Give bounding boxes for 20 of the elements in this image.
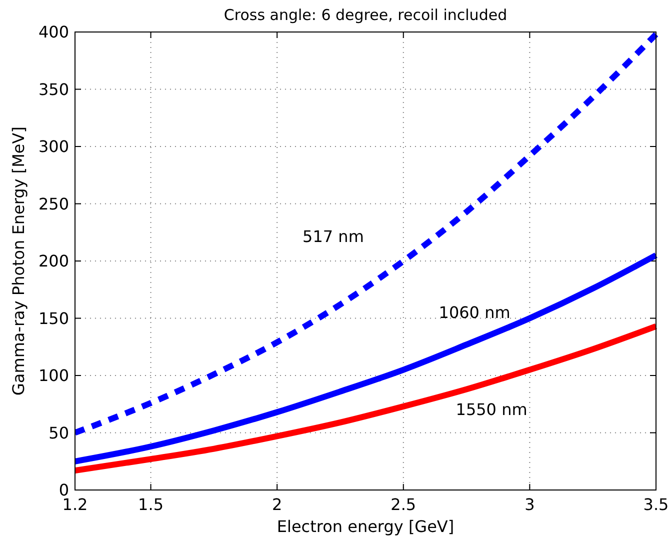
y-tick-label: 150 [38, 308, 69, 328]
x-axis-title: Electron energy [GeV] [276, 517, 454, 536]
x-tick-label: 1.2 [62, 495, 88, 514]
y-tick-label: 50 [48, 423, 69, 442]
y-tick-label: 100 [38, 366, 69, 386]
x-tick-label: 3 [524, 495, 535, 514]
y-tick-label: 350 [38, 80, 69, 99]
x-tick-label: 2 [272, 495, 282, 514]
y-tick-label: 400 [38, 22, 69, 42]
x-tick-label: 3.5 [643, 495, 669, 514]
x-tick-label: 2.5 [390, 495, 416, 514]
y-tick-label: 200 [38, 252, 69, 271]
y-tick-label: 300 [38, 137, 69, 156]
x-tick-label: 1.5 [138, 495, 164, 514]
series-label: 1060 nm [438, 303, 510, 322]
y-tick-label: 250 [38, 194, 69, 214]
y-axis-title: Gamma-ray Photon Energy [MeV] [9, 126, 28, 396]
chart-title: Cross angle: 6 degree, recoil included [224, 6, 508, 24]
series-label: 1550 nm [456, 400, 528, 419]
text: 517 nm [302, 227, 364, 246]
